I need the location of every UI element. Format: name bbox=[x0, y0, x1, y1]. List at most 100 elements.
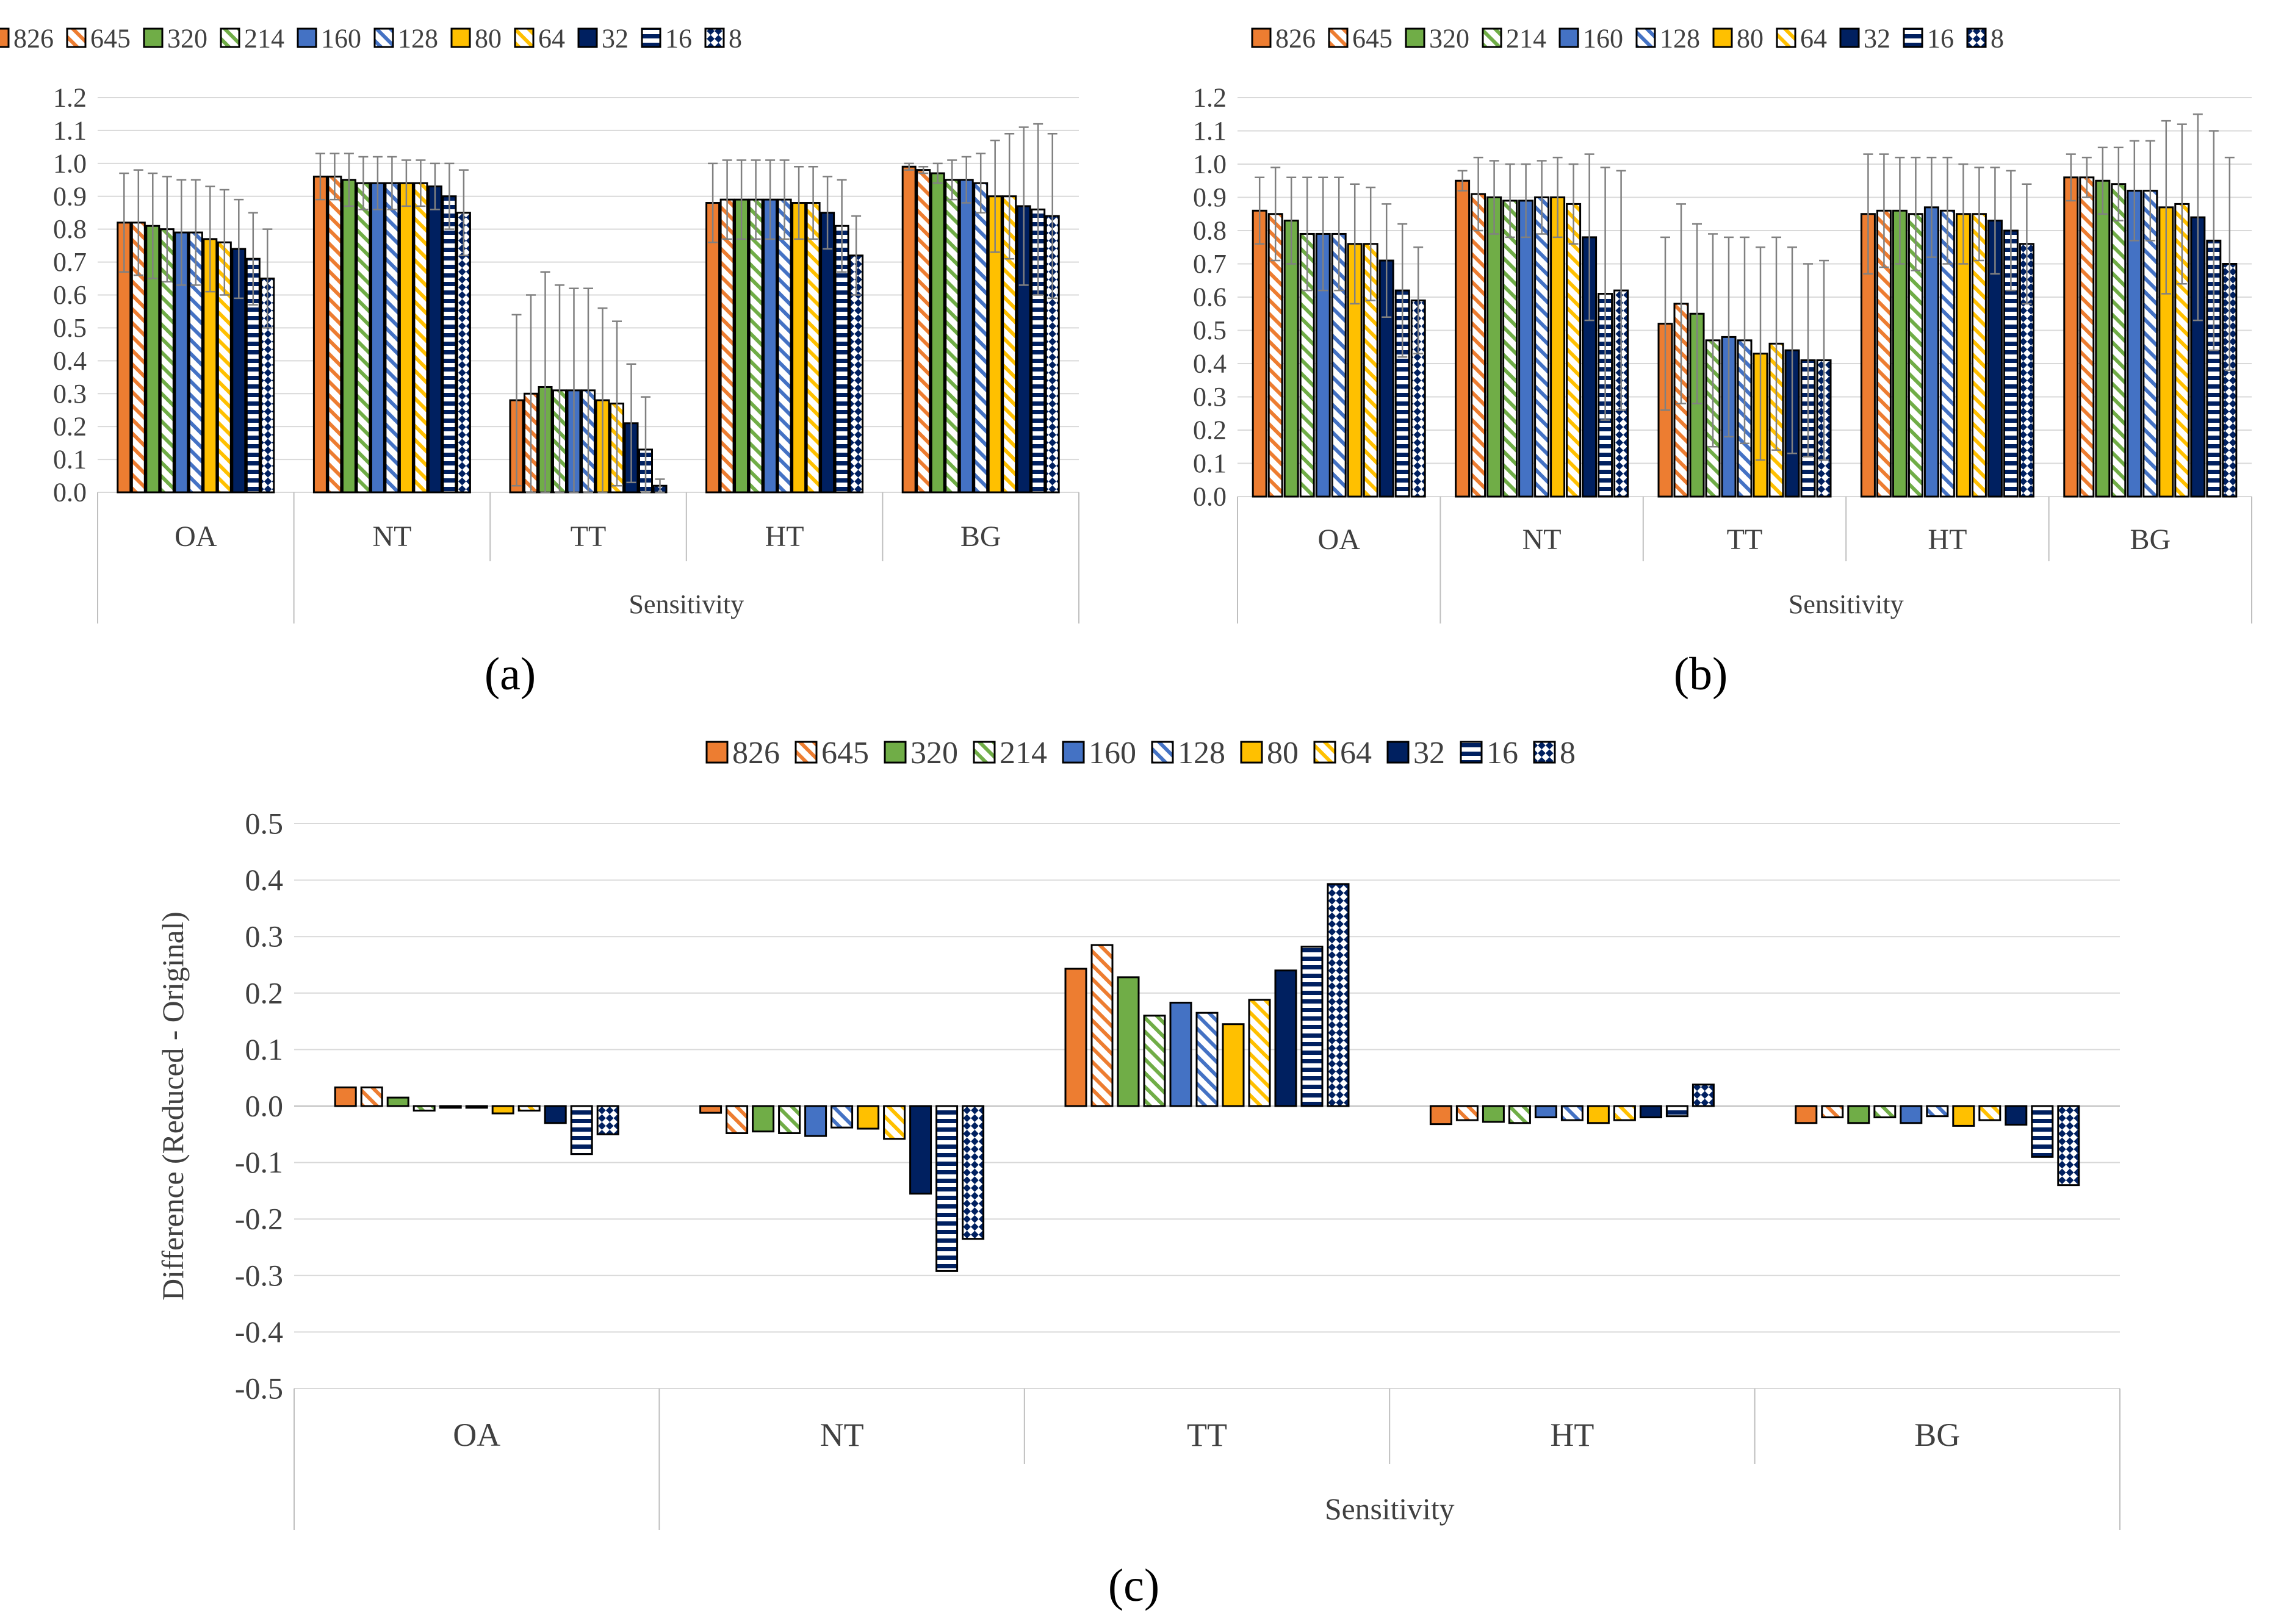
legend-swatch-64 bbox=[1776, 27, 1796, 48]
legend-swatch-645 bbox=[1328, 27, 1349, 48]
legend-swatch-128 bbox=[1635, 27, 1656, 48]
bar-8-TT bbox=[1327, 883, 1350, 1107]
bar-160-HT bbox=[763, 198, 778, 494]
category-label-HT: HT bbox=[1550, 1417, 1594, 1453]
legend-swatch-32 bbox=[1386, 741, 1410, 764]
legend-swatch-214 bbox=[1482, 27, 1502, 48]
y-tick-label: 0.2 bbox=[53, 412, 87, 442]
legend-label-128: 128 bbox=[1178, 736, 1225, 771]
y-tick-label: -0.2 bbox=[235, 1202, 283, 1236]
legend-label-214: 214 bbox=[1506, 23, 1546, 53]
bar-320-BG bbox=[2095, 179, 2111, 498]
bar-320-NT bbox=[1486, 196, 1502, 498]
legend-swatch-214 bbox=[220, 27, 240, 48]
y-tick-label: -0.5 bbox=[235, 1371, 283, 1406]
category-label-OA: OA bbox=[453, 1417, 500, 1453]
legend-label-214: 214 bbox=[244, 23, 284, 53]
legend-swatch-16 bbox=[1460, 741, 1483, 764]
y-tick-label: 0.8 bbox=[1193, 216, 1227, 246]
y-tick-label: 0.0 bbox=[53, 478, 87, 508]
bar-320-OA bbox=[386, 1096, 409, 1107]
legend-swatch-320 bbox=[1405, 27, 1425, 48]
bar-64-NT bbox=[883, 1105, 906, 1140]
bar-214-BG bbox=[1873, 1105, 1897, 1119]
bar-128-NT bbox=[1534, 196, 1550, 498]
legend-label-320: 320 bbox=[1429, 23, 1469, 53]
bar-826-HT bbox=[1429, 1105, 1452, 1126]
category-label-HT: HT bbox=[765, 520, 804, 553]
y-tick-label: 0.5 bbox=[245, 807, 284, 841]
bar-80-HT bbox=[1587, 1105, 1610, 1124]
bar-64-NT bbox=[413, 182, 428, 494]
legend-label-16: 16 bbox=[1927, 23, 1954, 53]
legend-swatch-16 bbox=[1903, 27, 1923, 48]
bar-826-OA bbox=[334, 1086, 357, 1107]
x-axis-title: Sensitivity bbox=[1789, 589, 1904, 619]
bar-128-HT bbox=[1560, 1105, 1584, 1121]
legend-swatch-320 bbox=[143, 27, 164, 48]
legend-label-160: 160 bbox=[1583, 23, 1623, 53]
legend-swatch-826 bbox=[1251, 27, 1272, 48]
legend-swatch-160 bbox=[1062, 741, 1085, 764]
category-label-OA: OA bbox=[175, 520, 217, 553]
category-label-BG: BG bbox=[1914, 1417, 1960, 1453]
y-tick-label: -0.3 bbox=[235, 1258, 283, 1292]
bar-160-BG bbox=[959, 179, 974, 494]
bar-160-OA bbox=[439, 1105, 462, 1109]
legend-label-32: 32 bbox=[1864, 23, 1890, 53]
category-label-BG: BG bbox=[960, 520, 1001, 553]
y-tick-label: 0.1 bbox=[245, 1032, 284, 1066]
legend-b: 826 645 320 214 160 128 80 64 32 16 8 bbox=[1251, 23, 2004, 53]
bar-32-OA bbox=[544, 1105, 567, 1124]
category-label-TT: TT bbox=[1727, 523, 1763, 556]
bar-645-TT bbox=[1090, 944, 1114, 1107]
bar-64-TT bbox=[1248, 999, 1271, 1107]
category-label-NT: NT bbox=[820, 1417, 864, 1453]
bar-320-NT bbox=[341, 179, 356, 494]
legend-label-645: 645 bbox=[821, 736, 869, 771]
y-tick-label: 0.3 bbox=[1193, 382, 1227, 412]
legend-label-645: 645 bbox=[90, 23, 131, 53]
bar-160-NT bbox=[804, 1105, 827, 1137]
legend-label-128: 128 bbox=[1660, 23, 1700, 53]
bar-826-BG bbox=[2063, 176, 2079, 498]
category-label-NT: NT bbox=[372, 520, 411, 553]
x-axis-title: Sensitivity bbox=[629, 589, 744, 619]
legend-swatch-128 bbox=[373, 27, 394, 48]
y-tick-label: 0.9 bbox=[1193, 182, 1227, 212]
bar-64-BG bbox=[1978, 1105, 2002, 1121]
panel-label-c: (c) bbox=[1108, 1560, 1160, 1611]
y-tick-label: 0.6 bbox=[1193, 282, 1227, 312]
y-axis-title: Difference (Reduced - Original) bbox=[156, 911, 190, 1301]
legend-label-160: 160 bbox=[321, 23, 361, 53]
legend-c: 826 645 320 214 160 128 80 64 32 16 8 bbox=[705, 736, 1576, 771]
category-label-NT: NT bbox=[1522, 523, 1562, 556]
bar-32-HT bbox=[1639, 1105, 1662, 1119]
bar-826-NT bbox=[699, 1105, 722, 1114]
y-tick-label: 1.2 bbox=[1193, 83, 1227, 113]
bar-826-BG bbox=[901, 165, 917, 494]
chart-c: -0.5 -0.4 -0.3 -0.2 -0.1 0.0 0.1 0.2 0.3 0.4 0.5 OA… bbox=[156, 807, 2120, 1530]
legend-swatch-826 bbox=[705, 741, 729, 764]
bar-645-NT bbox=[327, 175, 342, 494]
bar-8-OA bbox=[596, 1105, 619, 1135]
y-tick-label: 0.0 bbox=[245, 1089, 284, 1123]
bar-32-NT bbox=[427, 185, 442, 494]
bar-320-NT bbox=[752, 1105, 775, 1133]
bar-32-BG bbox=[2005, 1105, 2028, 1126]
bar-826-HT bbox=[705, 202, 721, 494]
bar-128-BG bbox=[1926, 1105, 1949, 1118]
y-tick-label: 0.1 bbox=[1193, 448, 1227, 478]
legend-swatch-645 bbox=[794, 741, 818, 764]
legend-swatch-214 bbox=[973, 741, 996, 764]
legend-swatch-320 bbox=[884, 741, 907, 764]
bar-645-HT bbox=[1455, 1105, 1479, 1121]
bar-214-OA bbox=[413, 1105, 436, 1112]
category-label-OA: OA bbox=[1318, 523, 1361, 556]
bar-214-NT bbox=[356, 182, 371, 494]
bar-16-BG bbox=[2031, 1105, 2054, 1158]
legend-a: 826 645 320 214 160 128 80 64 32 16 8 bbox=[0, 23, 742, 53]
legend-label-32: 32 bbox=[1413, 736, 1445, 771]
bar-320-BG bbox=[930, 172, 945, 494]
